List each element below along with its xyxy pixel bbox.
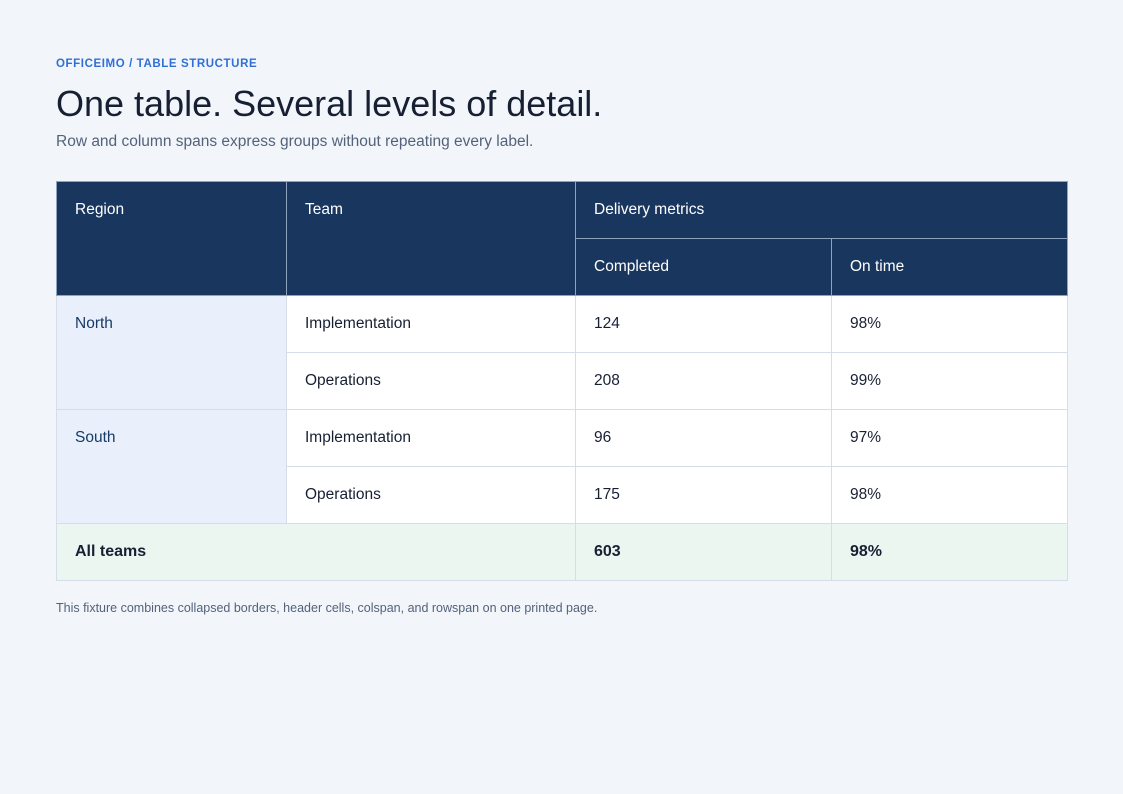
total-completed: 603 [575, 523, 832, 581]
total-on-time: 98% [830, 523, 1069, 581]
team-cell: Implementation [286, 295, 576, 353]
region-cell-north: North [56, 295, 287, 410]
header-delivery-metrics: Delivery metrics [574, 181, 1069, 239]
on-time-cell: 97% [830, 409, 1069, 467]
on-time-cell: 98% [830, 295, 1069, 353]
team-cell: Implementation [286, 409, 576, 467]
header-region: Region [56, 181, 287, 296]
team-cell: Operations [286, 466, 576, 524]
on-time-cell: 98% [830, 466, 1069, 524]
header-team: Team [286, 181, 576, 296]
delivery-table: Region Team Delivery metrics Completed O… [56, 181, 1069, 581]
header-row-1: Region Team Delivery metrics [56, 181, 1069, 296]
on-time-cell: 99% [830, 352, 1069, 410]
header-on-time: On time [830, 238, 1069, 296]
header-row-2: Completed On time [57, 238, 1069, 296]
table-row: Operations 208 99% [57, 352, 1069, 410]
completed-cell: 124 [575, 295, 832, 353]
page-title: One table. Several levels of detail. [56, 83, 603, 124]
total-row: All teams 603 98% [56, 523, 1069, 581]
completed-cell: 208 [575, 352, 832, 410]
breadcrumb-eyebrow: OFFICEIMO / TABLE STRUCTURE [56, 58, 258, 70]
document-page: OFFICEIMO / TABLE STRUCTURE One table. S… [56, 56, 1069, 615]
team-cell: Operations [286, 352, 576, 410]
completed-cell: 175 [575, 466, 832, 524]
header-completed: Completed [575, 238, 832, 296]
footnote: This fixture combines collapsed borders,… [56, 601, 598, 615]
table-row: South Implementation 96 97% [56, 409, 1069, 524]
region-cell-south: South [56, 409, 287, 524]
completed-cell: 96 [575, 409, 832, 467]
table-row: Operations 175 98% [57, 466, 1069, 524]
table-row: North Implementation 124 98% [56, 295, 1069, 410]
page-subtitle: Row and column spans express groups with… [56, 133, 534, 150]
total-label: All teams [56, 523, 576, 581]
